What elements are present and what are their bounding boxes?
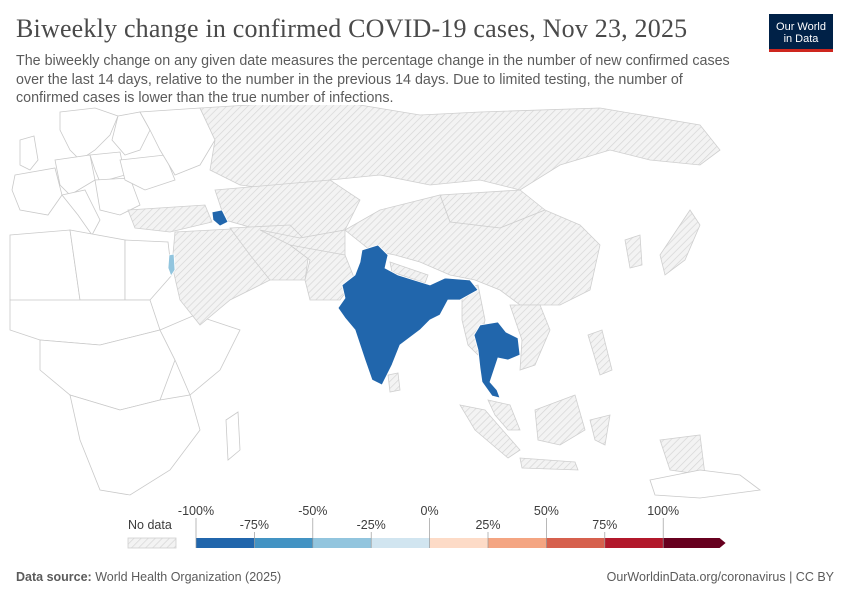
legend-ticks: -100% -50% 0% 50% 100% -75% -25% 25% 75% <box>178 504 679 548</box>
country-sulawesi[interactable] <box>589 414 611 446</box>
country-southern-africa[interactable] <box>69 394 201 496</box>
country-uk[interactable] <box>19 135 39 171</box>
legend-tick-label: 0% <box>421 504 439 518</box>
legend-tick-label: 75% <box>592 518 617 532</box>
country-egypt[interactable] <box>124 239 173 301</box>
world-map <box>9 105 762 499</box>
data-countries <box>167 209 521 399</box>
country-borneo[interactable] <box>534 394 586 446</box>
country-java[interactable] <box>519 457 579 471</box>
legend-tick-label: -75% <box>240 518 269 532</box>
chart-title: Biweekly change in confirmed COVID-19 ca… <box>16 14 688 43</box>
legend-bin-1[interactable] <box>254 538 313 548</box>
country-italy-region[interactable] <box>61 189 101 236</box>
owid-logo[interactable]: Our World in Data <box>769 14 833 52</box>
legend-bin-3[interactable] <box>371 538 430 548</box>
country-indonesia-sumatra[interactable] <box>459 404 521 459</box>
country-japan[interactable] <box>659 209 701 276</box>
country-australia-north[interactable] <box>649 469 762 499</box>
country-china[interactable] <box>344 194 601 306</box>
country-poland-region[interactable] <box>89 151 126 183</box>
footer-credit[interactable]: OurWorldinData.org/coronavirus | CC BY <box>606 570 834 584</box>
country-malaysia[interactable] <box>487 399 521 431</box>
country-philippines[interactable] <box>587 329 613 376</box>
country-israel[interactable] <box>167 253 176 277</box>
legend-bins <box>196 538 726 548</box>
legend-tick-label: 50% <box>534 504 559 518</box>
legend-tick-label: -100% <box>178 504 214 518</box>
legend-bin-2[interactable] <box>312 538 372 548</box>
country-turkey[interactable] <box>127 204 213 233</box>
country-afghanistan-pakistan[interactable] <box>289 244 356 301</box>
country-france-region[interactable] <box>11 167 63 216</box>
country-vietnam-laos[interactable] <box>509 304 551 371</box>
chart-subtitle: The biweekly change on any given date me… <box>16 53 730 106</box>
legend-bin-0[interactable] <box>196 538 255 548</box>
country-sri-lanka[interactable] <box>387 372 401 393</box>
no-data-region <box>127 105 721 476</box>
source-label: Data source: <box>16 570 92 584</box>
country-thailand[interactable] <box>473 321 521 399</box>
logo-line-2: in Data <box>783 32 819 45</box>
country-madagascar[interactable] <box>225 411 241 461</box>
logo-line-1: Our World <box>776 20 826 33</box>
legend-tick-label: -25% <box>357 518 386 532</box>
legend-bin-8[interactable] <box>663 538 726 548</box>
country-ukraine-region[interactable] <box>119 154 176 191</box>
country-germany-region[interactable] <box>54 154 96 196</box>
legend-bin-6[interactable] <box>546 538 605 548</box>
legend-tick-label: 100% <box>647 504 679 518</box>
legend-no-data-swatch[interactable] <box>127 537 177 549</box>
country-scandinavia[interactable] <box>59 107 119 161</box>
legend-bin-4[interactable] <box>429 538 488 548</box>
source-value[interactable]: World Health Organization (2025) <box>95 570 282 584</box>
europe-africa-region <box>9 107 241 496</box>
legend-bin-7[interactable] <box>604 538 664 548</box>
country-korea[interactable] <box>624 234 643 269</box>
legend-bin-5[interactable] <box>488 538 547 548</box>
country-india[interactable] <box>337 244 479 386</box>
country-nepal[interactable] <box>389 261 429 284</box>
footer-source: Data source: World Health Organization (… <box>16 570 281 584</box>
country-armenia[interactable] <box>211 209 229 227</box>
legend-no-data-label: No data <box>128 518 172 532</box>
legend-tick-label: 25% <box>475 518 500 532</box>
oceania-region <box>649 469 762 499</box>
legend-tick-label: -50% <box>298 504 327 518</box>
